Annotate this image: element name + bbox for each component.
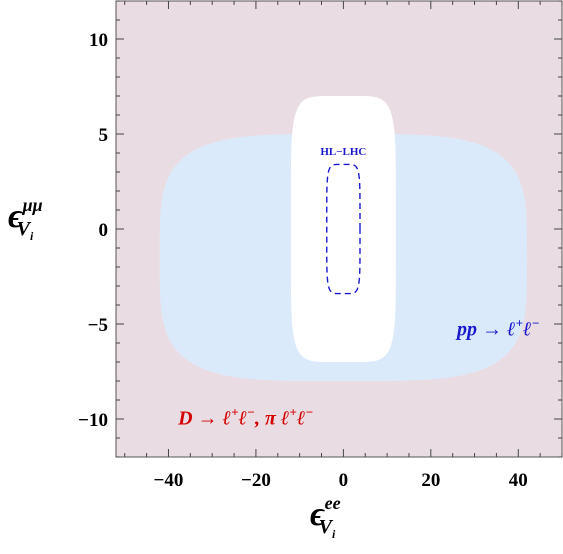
axis-ticks — [116, 0, 563, 458]
y-tick-label: −5 — [88, 315, 108, 336]
x-tick-label: 40 — [509, 470, 528, 491]
y-tick-label: 5 — [99, 125, 109, 146]
pp-region-label: pp → ℓ+ℓ− — [455, 315, 540, 340]
y-tick-label: 10 — [89, 30, 108, 51]
y-tick-label: 0 — [99, 220, 109, 241]
x-tick-label: −40 — [154, 470, 184, 491]
hl-lhc-contour — [326, 163, 361, 295]
x-tick-label: −20 — [241, 470, 271, 491]
y-axis-title: ϵμμVi — [8, 195, 43, 243]
x-axis-title: ϵeeVi — [310, 493, 341, 541]
d-allowed-region — [290, 96, 396, 362]
x-tick-label: 20 — [421, 470, 440, 491]
d-region-label: D → ℓ+ℓ−, π ℓ+ℓ− — [177, 405, 313, 430]
x-tick-label: 0 — [339, 470, 349, 491]
hl-lhc-label: HL−LHC — [320, 146, 366, 158]
y-tick-label: −10 — [78, 410, 108, 431]
